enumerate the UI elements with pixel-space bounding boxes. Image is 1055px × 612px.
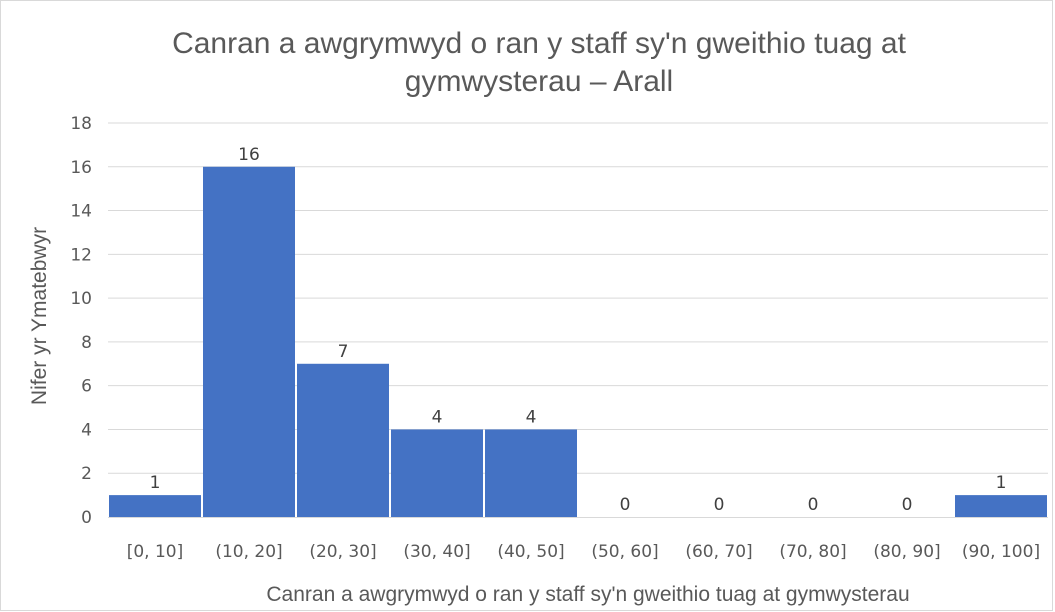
x-tick-label: (70, 80]	[779, 542, 846, 562]
bar	[297, 363, 389, 517]
y-axis-title: Nifer yr Ymatebwyr	[28, 227, 51, 405]
chart-title-line-2: gymwysterau – Arall	[405, 65, 673, 98]
data-label: 0	[620, 495, 631, 515]
bars	[109, 166, 1047, 517]
bar	[955, 495, 1047, 517]
data-label: 7	[338, 342, 349, 362]
y-tick-label: 10	[70, 289, 92, 309]
x-tick-label: [0, 10]	[127, 542, 184, 562]
x-tick-labels: [0, 10] (10, 20] (20, 30] (30, 40] (40, 50] (…	[127, 542, 1040, 562]
x-axis-title: Canran a awgrymwyd o ran y staff sy'n gw…	[266, 583, 909, 606]
y-tick-label: 0	[81, 508, 92, 528]
data-label: 0	[808, 495, 819, 515]
x-tick-label: (30, 40]	[403, 542, 470, 562]
data-label: 0	[902, 495, 913, 515]
bar	[109, 495, 201, 517]
x-tick-label: (50, 60]	[591, 542, 658, 562]
y-tick-label: 8	[81, 333, 92, 353]
data-label: 16	[238, 145, 260, 165]
data-label: 0	[714, 495, 725, 515]
y-tick-label: 18	[70, 114, 92, 134]
y-tick-label: 6	[81, 377, 92, 397]
bar	[391, 429, 483, 517]
bar	[203, 166, 295, 517]
y-tick-label: 4	[81, 420, 92, 440]
x-tick-label: (90, 100]	[962, 542, 1040, 562]
x-tick-label: (60, 70]	[685, 542, 752, 562]
y-tick-label: 12	[70, 245, 92, 265]
chart-title-line-1: Canran a awgrymwyd o ran y staff sy'n gw…	[172, 27, 907, 60]
data-label: 4	[432, 407, 443, 427]
x-tick-label: (40, 50]	[497, 542, 564, 562]
bar	[485, 429, 577, 517]
y-tick-labels: 0 2 4 6 8 10 12 14 16 18	[70, 114, 92, 528]
data-label: 4	[526, 407, 537, 427]
data-label: 1	[150, 473, 161, 493]
y-tick-label: 16	[70, 158, 92, 178]
x-tick-label: (10, 20]	[215, 542, 282, 562]
y-tick-label: 2	[81, 464, 92, 484]
y-tick-label: 14	[70, 202, 92, 222]
x-tick-label: (20, 30]	[309, 542, 376, 562]
data-label: 1	[996, 473, 1007, 493]
data-labels: 1 16 7 4 4 0 0 0 0 1	[150, 145, 1007, 515]
x-tick-label: (80, 90]	[873, 542, 940, 562]
